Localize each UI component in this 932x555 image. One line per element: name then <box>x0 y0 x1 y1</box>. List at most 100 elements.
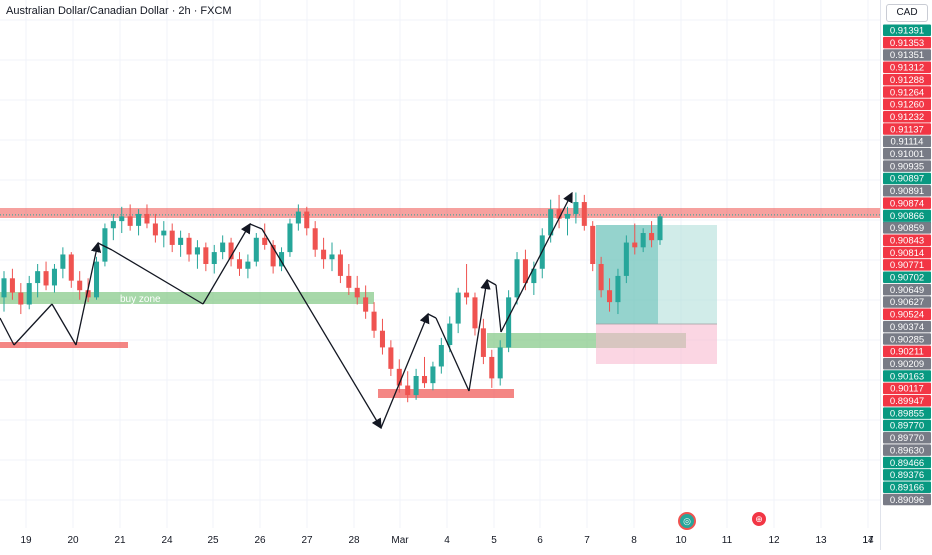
price-label-tag <box>883 98 931 111</box>
candle-body <box>514 259 520 298</box>
candle-body <box>220 242 226 253</box>
price-label: 0.89096 <box>890 495 924 506</box>
price-label-tag <box>883 407 931 419</box>
candle-body <box>438 345 444 367</box>
trend-arrow <box>13 303 53 346</box>
candle-body <box>464 292 470 298</box>
candle-body <box>312 228 318 250</box>
price-label-tag <box>883 469 931 481</box>
candle-body <box>346 275 352 288</box>
price-label: 0.90891 <box>890 186 924 197</box>
price-label-tag <box>883 481 931 493</box>
candle-body <box>548 209 554 236</box>
trend-arrow <box>500 191 573 333</box>
price-label-tag <box>883 222 931 234</box>
x-tick-label: 7 <box>584 535 590 546</box>
x-tick-label: 27 <box>301 535 313 546</box>
candle-body <box>607 290 613 303</box>
price-label: 0.90211 <box>890 347 924 358</box>
trend-arrow <box>202 222 251 305</box>
candle-body <box>649 233 655 241</box>
price-label: 0.91137 <box>890 124 924 135</box>
price-label-tag <box>883 419 931 432</box>
x-tick-label: 11 <box>722 535 733 546</box>
price-label-tag <box>883 370 931 382</box>
candle-body <box>615 275 621 303</box>
flag-event-icon[interactable]: ⊕ <box>752 512 766 526</box>
x-tick-label: 12 <box>768 535 780 546</box>
x-tick-label: 14 <box>862 535 874 546</box>
candle-body <box>489 356 495 379</box>
trend-arrow <box>427 313 437 319</box>
price-label-tag <box>883 444 931 456</box>
chart-title: Australian Dollar/Canadian Dollar · 2h ·… <box>6 5 232 17</box>
candle-body <box>329 254 335 260</box>
x-tick-label: 4 <box>444 535 450 546</box>
price-label-tag <box>883 61 931 74</box>
price-label: 0.90843 <box>890 235 924 246</box>
trend-arrow <box>261 228 382 430</box>
price-label: 0.91260 <box>890 100 924 111</box>
candle-body <box>640 233 646 248</box>
price-label-tag <box>883 395 931 407</box>
price-label: 0.90866 <box>890 211 924 222</box>
price-label-tag <box>883 382 931 395</box>
calendar-event-icon[interactable]: ◎ <box>678 512 696 530</box>
price-label-tag <box>883 86 931 98</box>
price-label-tag <box>883 209 931 222</box>
buy-zone-label: buy zone <box>120 294 161 305</box>
x-tick-label: 28 <box>348 535 360 546</box>
price-label: 0.90859 <box>890 223 924 234</box>
buy-zone <box>0 292 374 304</box>
price-label-tag <box>883 185 931 197</box>
price-label: 0.91288 <box>890 75 924 86</box>
price-label-tag <box>883 160 931 172</box>
candle-body <box>405 385 411 396</box>
price-label-tag <box>883 246 931 259</box>
price-label-tag <box>883 456 931 469</box>
candle-body <box>573 202 579 214</box>
candle-body <box>421 376 428 384</box>
price-label-tag <box>883 36 931 49</box>
candle-body <box>245 261 251 269</box>
candle-body <box>371 311 377 331</box>
candle-body <box>430 366 436 384</box>
candle-body <box>455 292 461 324</box>
x-tick-label: 6 <box>537 535 543 546</box>
candle-body <box>169 230 175 245</box>
candle-body <box>598 263 604 291</box>
price-label-tag <box>883 110 931 123</box>
candle-body <box>194 247 200 255</box>
x-tick-label: 10 <box>675 535 687 546</box>
price-axis[interactable]: 0.91391 0.91353 0.91351 0.91312 0.91288 0.912… <box>880 0 932 550</box>
price-label-tag <box>883 432 931 444</box>
chart-canvas[interactable]: buy zone 19 20 21 24 25 26 27 28 Mar 4 5 6 7 8 10 11 12 13… <box>0 0 880 550</box>
price-label: 0.89166 <box>890 482 924 493</box>
resistance-zone <box>0 208 880 218</box>
candle-body <box>337 254 343 276</box>
trend-arrow <box>0 317 15 346</box>
currency-button[interactable]: CAD <box>886 4 928 22</box>
candle-body <box>178 237 184 245</box>
candle-body <box>35 271 41 284</box>
candle-body <box>321 249 327 260</box>
price-label-tag <box>883 73 931 86</box>
x-tick-label: Mar <box>391 535 409 546</box>
price-label: 0.90771 <box>890 260 924 271</box>
price-label-tag <box>883 283 931 296</box>
price-label: 0.89855 <box>890 408 924 419</box>
price-label: 0.89947 <box>890 396 924 407</box>
price-label-tag <box>883 296 931 308</box>
support-zone-left <box>0 342 128 348</box>
price-chart[interactable]: buy zone 19 20 21 24 25 26 27 28 Mar 4 5 6 7 8 10 11 12 13… <box>0 0 880 550</box>
price-label-tag <box>883 271 931 283</box>
x-tick-label: 24 <box>161 535 173 546</box>
candle-body <box>531 268 537 284</box>
candle-body <box>127 216 133 226</box>
candle-body <box>161 230 167 236</box>
candle-body <box>228 242 234 260</box>
candle-body <box>18 292 24 305</box>
stop-box <box>596 324 717 364</box>
candle-body <box>354 287 360 298</box>
candle-body <box>51 268 57 286</box>
